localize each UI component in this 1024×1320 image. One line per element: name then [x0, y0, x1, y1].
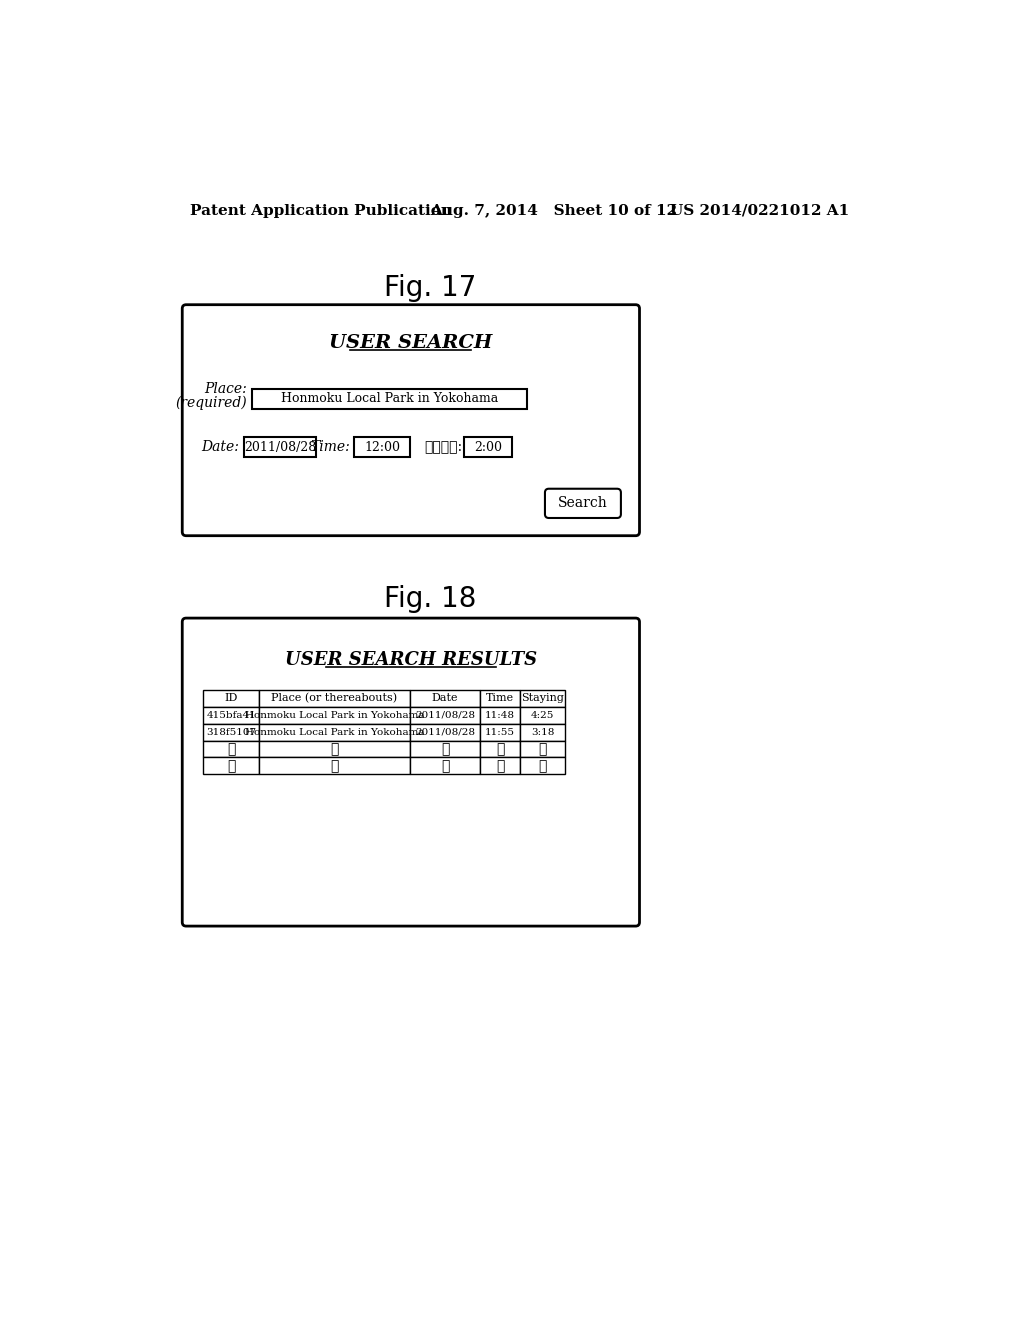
Text: Place:: Place: [204, 383, 247, 396]
Text: ⋮: ⋮ [496, 759, 504, 774]
Bar [520, 741, 565, 758]
Text: 停在時間:: 停在時間: [425, 440, 463, 454]
Text: ⋮: ⋮ [227, 742, 236, 756]
Text: Staying: Staying [521, 693, 564, 704]
Bar [259, 741, 410, 758]
Text: Date:: Date: [201, 440, 239, 454]
Text: 2011/08/28: 2011/08/28 [244, 441, 316, 454]
Text: Date: Date [432, 693, 458, 704]
Text: ⋮: ⋮ [331, 742, 339, 756]
Bar [480, 723, 520, 741]
Text: USER SEARCH RESULTS: USER SEARCH RESULTS [285, 652, 537, 669]
Text: Honmoku Local Park in Yokohama: Honmoku Local Park in Yokohama [281, 392, 499, 405]
Text: Time: Time [486, 693, 514, 704]
Text: Honmoku Local Park in Yokohama: Honmoku Local Park in Yokohama [245, 727, 424, 737]
Bar [480, 758, 520, 775]
Text: ⋮: ⋮ [227, 759, 236, 774]
Text: ⋮: ⋮ [539, 759, 547, 774]
Bar [520, 758, 565, 775]
Text: 4:25: 4:25 [530, 710, 554, 719]
Text: Time:: Time: [310, 440, 350, 454]
Text: ID: ID [224, 693, 238, 704]
Bar [259, 689, 410, 706]
Bar [480, 706, 520, 723]
Bar [203, 689, 259, 706]
Bar [410, 689, 480, 706]
Bar [259, 758, 410, 775]
Bar [410, 723, 480, 741]
Text: Search: Search [558, 496, 608, 511]
Text: 2:00: 2:00 [474, 441, 503, 454]
Bar [480, 741, 520, 758]
Text: USER SEARCH: USER SEARCH [330, 334, 493, 352]
Text: Fig. 18: Fig. 18 [384, 585, 476, 612]
Text: ⋮: ⋮ [440, 742, 450, 756]
Text: Patent Application Publication: Patent Application Publication [190, 203, 452, 218]
Text: Fig. 17: Fig. 17 [384, 273, 476, 302]
Text: ⋮: ⋮ [539, 742, 547, 756]
Bar [245, 437, 315, 457]
Text: Place (or thereabouts): Place (or thereabouts) [271, 693, 397, 704]
Bar [464, 437, 512, 457]
Bar [410, 706, 480, 723]
Bar [203, 706, 259, 723]
Bar [203, 741, 259, 758]
FancyBboxPatch shape [545, 488, 621, 517]
Text: ⋮: ⋮ [440, 759, 450, 774]
FancyBboxPatch shape [182, 305, 640, 536]
Text: 11:55: 11:55 [485, 727, 515, 737]
Bar [252, 388, 527, 409]
Text: 2011/08/28: 2011/08/28 [415, 710, 475, 719]
Bar [203, 723, 259, 741]
Text: 12:00: 12:00 [365, 441, 400, 454]
Bar [520, 723, 565, 741]
Bar [410, 741, 480, 758]
Text: (required): (required) [175, 396, 247, 411]
Bar [520, 689, 565, 706]
Text: 11:48: 11:48 [485, 710, 515, 719]
Bar [480, 689, 520, 706]
Bar [410, 758, 480, 775]
Text: US 2014/0221012 A1: US 2014/0221012 A1 [671, 203, 850, 218]
FancyBboxPatch shape [182, 618, 640, 927]
Text: Aug. 7, 2014   Sheet 10 of 12: Aug. 7, 2014 Sheet 10 of 12 [430, 203, 677, 218]
Text: 415bfa41: 415bfa41 [206, 710, 256, 719]
Text: ⋮: ⋮ [331, 759, 339, 774]
Text: 3:18: 3:18 [530, 727, 554, 737]
Bar [259, 706, 410, 723]
Text: Honmoku Local Park in Yokohama: Honmoku Local Park in Yokohama [245, 710, 424, 719]
Bar [354, 437, 410, 457]
Text: 2011/08/28: 2011/08/28 [415, 727, 475, 737]
Text: ⋮: ⋮ [496, 742, 504, 756]
Bar [203, 758, 259, 775]
Text: 318f5107: 318f5107 [206, 727, 256, 737]
Bar [520, 706, 565, 723]
Bar [259, 723, 410, 741]
